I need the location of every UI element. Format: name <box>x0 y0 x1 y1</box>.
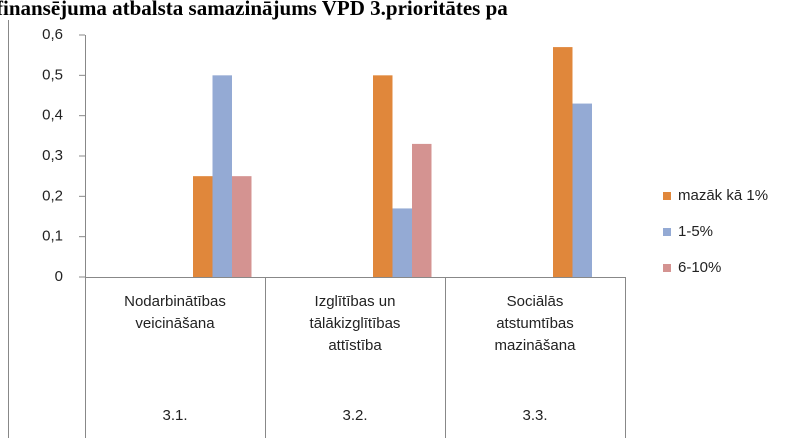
x-tick-label: Nodarbinātības veicināšana <box>124 293 226 332</box>
legend-label: 6-10% <box>678 259 721 276</box>
y-tick-label: 0 <box>55 268 63 285</box>
y-tick-label: 0,2 <box>42 187 63 204</box>
bar <box>193 176 213 277</box>
x-tick-label: Izglītības un tālākizglītības attīstība <box>309 293 401 354</box>
y-tick-label: 0,6 <box>42 26 63 43</box>
legend-label: 1-5% <box>678 223 713 240</box>
y-tick-label: 0,5 <box>42 66 63 83</box>
y-tick-label: 0,1 <box>42 228 63 245</box>
bar <box>392 208 412 277</box>
x-tick-label: Sociālās atstumtības mazināšana <box>494 293 576 354</box>
bar <box>232 176 252 277</box>
chart-title: finansējuma atbalsta samazinājums VPD 3.… <box>0 0 508 20</box>
x-group-label: 3.2. <box>342 407 367 424</box>
bar <box>373 75 393 277</box>
bar <box>572 103 592 277</box>
bar <box>553 47 573 277</box>
x-group-label: 3.1. <box>162 407 187 424</box>
bar <box>412 143 432 277</box>
legend-swatch <box>663 264 671 272</box>
bar <box>212 75 232 277</box>
legend-label: mazāk kā 1% <box>678 187 768 204</box>
legend-swatch <box>663 192 671 200</box>
y-tick-label: 0,4 <box>42 107 63 124</box>
legend-swatch <box>663 228 671 236</box>
y-tick-label: 0,3 <box>42 147 63 164</box>
x-group-label: 3.3. <box>522 407 547 424</box>
